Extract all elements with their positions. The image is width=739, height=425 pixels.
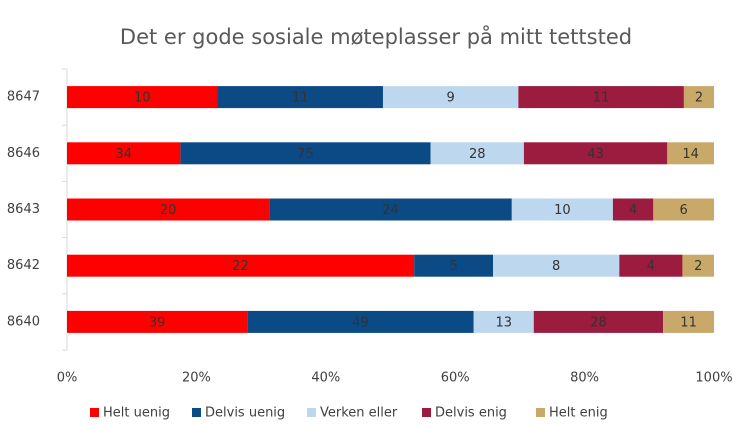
data-label: 10 (134, 91, 151, 106)
x-tick-label: 40% (311, 371, 340, 386)
data-label: 43 (587, 147, 604, 162)
y-tick-label: 8647 (7, 90, 40, 105)
y-tick-label: 8646 (7, 146, 40, 161)
x-tick-label: 20% (182, 371, 211, 386)
data-label: 22 (232, 259, 249, 274)
data-label: 39 (149, 315, 166, 330)
data-label: 4 (629, 203, 637, 218)
legend-label: Helt uenig (103, 406, 170, 421)
data-label: 4 (647, 259, 655, 274)
bar-segment (493, 254, 620, 277)
bar-segment (67, 310, 248, 333)
legend-label: Delvis uenig (205, 406, 285, 421)
bar-segment (473, 310, 534, 333)
data-label: 11 (292, 91, 309, 106)
chart-title: Det er gode sosiale møteplasser på mitt … (120, 24, 632, 49)
bar-segment (523, 142, 668, 165)
bar-segment (217, 86, 383, 109)
legend-label: Delvis enig (435, 406, 507, 421)
bar-segment (667, 142, 714, 165)
legend-swatch (90, 408, 99, 417)
data-label: 34 (115, 147, 132, 162)
data-label: 49 (352, 315, 369, 330)
y-tick-label: 8643 (7, 202, 40, 217)
bar-segment (180, 142, 431, 165)
bar-segment (683, 86, 714, 109)
data-label: 11 (593, 91, 610, 106)
data-label: 14 (682, 147, 699, 162)
x-tick-label: 80% (570, 371, 599, 386)
bar-segment (67, 142, 181, 165)
legend-swatch (422, 408, 431, 417)
y-tick-label: 8642 (7, 258, 40, 273)
bar-segment (430, 142, 524, 165)
data-label: 5 (449, 259, 457, 274)
legend-swatch (307, 408, 316, 417)
bar-segment (67, 254, 415, 277)
bar-segment (663, 310, 714, 333)
bar-segment (533, 310, 664, 333)
bar-segment (612, 198, 654, 221)
bar-segment (653, 198, 714, 221)
data-label: 20 (160, 203, 177, 218)
data-label: 2 (694, 259, 702, 274)
data-label: 75 (297, 147, 314, 162)
x-tick-label: 60% (441, 371, 470, 386)
x-tick-label: 100% (695, 371, 732, 386)
bar-segment (382, 86, 519, 109)
legend-label: Helt enig (549, 406, 608, 421)
bar-segment (511, 198, 613, 221)
legend-label: Verken eller (320, 406, 398, 421)
data-label: 11 (680, 315, 697, 330)
bar-segment (619, 254, 683, 277)
bar-segment (414, 254, 494, 277)
data-label: 6 (680, 203, 688, 218)
bar-segment (269, 198, 512, 221)
bar-segment (67, 198, 270, 221)
bar-segment (682, 254, 714, 277)
legend-swatch (536, 408, 545, 417)
legend-swatch (192, 408, 201, 417)
data-label: 24 (382, 203, 399, 218)
bar-segment (67, 86, 218, 109)
data-label: 9 (447, 91, 455, 106)
bar-segment (518, 86, 684, 109)
data-label: 28 (469, 147, 486, 162)
x-tick-label: 0% (57, 371, 78, 386)
bar-segment (247, 310, 474, 333)
data-label: 10 (554, 203, 571, 218)
data-label: 13 (495, 315, 512, 330)
data-label: 2 (695, 91, 703, 106)
data-label: 8 (552, 259, 560, 274)
data-label: 28 (590, 315, 607, 330)
y-tick-label: 8640 (7, 314, 40, 329)
